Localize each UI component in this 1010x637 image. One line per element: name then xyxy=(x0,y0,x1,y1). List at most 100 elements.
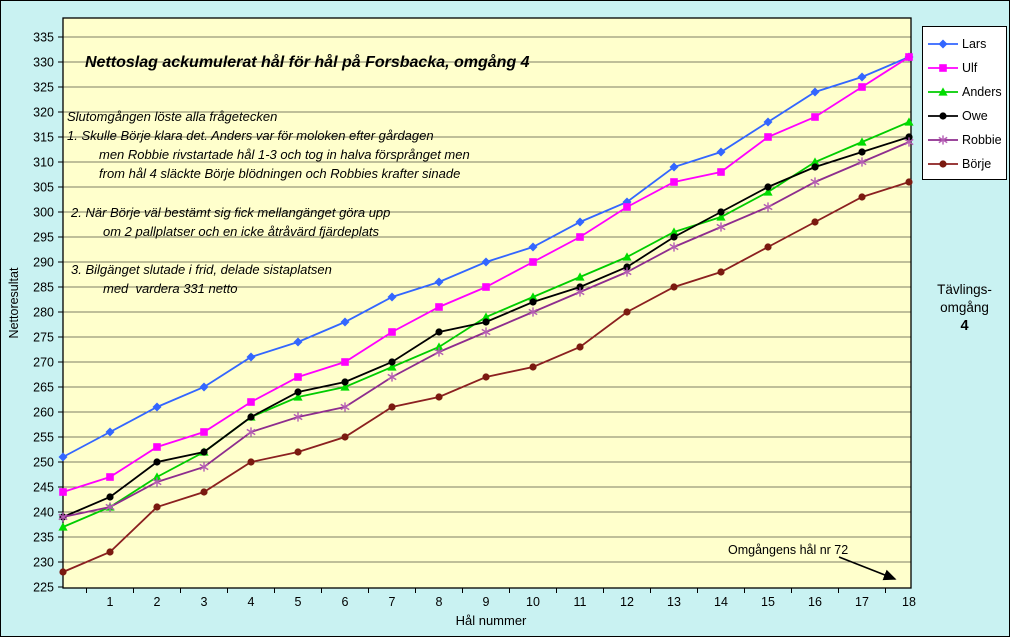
data-point-marker xyxy=(106,473,114,481)
data-point-marker xyxy=(152,472,162,481)
y-tick-label: 335 xyxy=(33,31,54,45)
x-tick-label: 13 xyxy=(667,595,681,609)
data-point-marker xyxy=(716,212,726,221)
data-point-marker xyxy=(246,352,256,362)
data-point-marker xyxy=(105,427,115,437)
legend-label: Anders xyxy=(962,85,1002,99)
data-point-marker xyxy=(247,458,255,466)
data-point-marker xyxy=(576,233,584,241)
y-tick-label: 300 xyxy=(33,206,54,220)
legend-swatch-asterisk-icon xyxy=(928,135,958,145)
data-point-marker xyxy=(716,147,726,157)
data-point-marker xyxy=(58,512,68,522)
data-point-marker xyxy=(858,148,866,156)
data-point-marker xyxy=(482,318,490,326)
data-point-marker xyxy=(340,382,350,391)
data-point-marker xyxy=(388,328,396,336)
data-point-marker xyxy=(105,502,115,512)
data-point-marker xyxy=(670,233,678,241)
round-side-label-line2: omgång xyxy=(940,300,989,315)
data-point-marker xyxy=(246,427,256,437)
data-point-marker xyxy=(106,548,114,556)
data-point-marker xyxy=(435,393,443,401)
y-tick-label: 305 xyxy=(33,181,54,195)
data-point-marker xyxy=(58,522,68,531)
data-point-marker xyxy=(434,347,444,357)
legend-swatch-square-icon xyxy=(928,64,958,72)
legend-swatch-triangle-icon xyxy=(928,87,958,96)
data-point-marker xyxy=(294,373,302,381)
annotation-line: from hål 4 släckte Börje blödningen och … xyxy=(99,166,461,181)
data-point-marker xyxy=(716,222,726,232)
data-point-marker xyxy=(529,298,537,306)
data-point-marker xyxy=(905,133,913,141)
data-point-marker xyxy=(59,488,67,496)
data-point-marker xyxy=(435,303,443,311)
data-point-marker xyxy=(763,187,773,196)
data-point-marker xyxy=(576,343,584,351)
data-point-marker xyxy=(811,113,819,121)
y-tick-label: 325 xyxy=(33,81,54,95)
data-point-marker xyxy=(435,328,443,336)
data-point-marker xyxy=(939,64,947,72)
annotation-block-2: 2. När Börje väl bestämt sig fick mellan… xyxy=(71,203,390,241)
annotation-line: men Robbie rivstartade hål 1-3 och tog i… xyxy=(99,147,470,162)
data-point-marker xyxy=(938,39,948,49)
data-point-marker xyxy=(717,168,725,176)
hole-72-arrow xyxy=(838,556,897,581)
data-point-marker xyxy=(152,477,162,487)
data-point-marker xyxy=(199,462,209,472)
annotation-line: 1. Skulle Börje klara det. Anders var fö… xyxy=(67,128,434,143)
data-point-marker xyxy=(153,503,161,511)
series-börje xyxy=(59,178,913,576)
data-point-marker xyxy=(764,243,772,251)
hole-72-annotation: Omgångens hål nr 72 xyxy=(728,543,849,557)
legend-label: Owe xyxy=(962,109,988,123)
data-point-marker xyxy=(858,83,866,91)
y-tick-label: 240 xyxy=(33,506,54,520)
legend-label: Lars xyxy=(962,37,987,51)
annotation-line: 3. Bilgänget slutade i frid, delade sist… xyxy=(71,262,332,277)
legend-swatch-circle-icon xyxy=(928,112,958,120)
x-tick-label: 16 xyxy=(808,595,822,609)
y-tick-label: 280 xyxy=(33,306,54,320)
data-point-marker xyxy=(575,217,585,227)
data-point-marker xyxy=(293,412,303,422)
data-point-marker xyxy=(528,292,538,301)
round-number: 4 xyxy=(960,318,969,334)
data-point-marker xyxy=(623,263,631,271)
data-point-marker xyxy=(763,202,773,212)
data-point-marker xyxy=(294,388,302,396)
legend-item-robbie: Robbie xyxy=(923,128,1006,152)
x-tick-label: 1 xyxy=(107,595,114,609)
x-tick-label: 8 xyxy=(436,595,443,609)
data-point-marker xyxy=(669,227,679,236)
data-point-marker xyxy=(340,317,350,327)
data-point-marker xyxy=(939,112,947,120)
legend-item-ulf: Ulf xyxy=(923,56,1006,80)
y-tick-label: 290 xyxy=(33,256,54,270)
data-point-marker xyxy=(387,292,397,302)
y-tick-label: 225 xyxy=(33,581,54,595)
data-point-marker xyxy=(293,337,303,347)
x-axis-title: Hål nummer xyxy=(455,613,527,628)
data-point-marker xyxy=(200,488,208,496)
data-point-marker xyxy=(764,183,772,191)
series-robbie xyxy=(58,137,914,522)
data-point-marker xyxy=(623,308,631,316)
data-point-marker xyxy=(764,133,772,141)
x-tick-label: 3 xyxy=(201,595,208,609)
data-point-marker xyxy=(576,283,584,291)
data-point-marker xyxy=(341,358,349,366)
y-tick-label: 255 xyxy=(33,431,54,445)
data-point-marker xyxy=(153,458,161,466)
data-point-marker xyxy=(575,287,585,297)
data-point-marker xyxy=(575,272,585,281)
x-tick-label: 11 xyxy=(574,595,587,609)
data-point-marker xyxy=(858,193,866,201)
data-point-marker xyxy=(811,163,819,171)
legend-label: Börje xyxy=(962,157,992,171)
data-point-marker xyxy=(481,312,491,321)
annotation-line: Slutomgången löste alla frågetecken xyxy=(67,109,278,124)
data-point-marker xyxy=(200,428,208,436)
